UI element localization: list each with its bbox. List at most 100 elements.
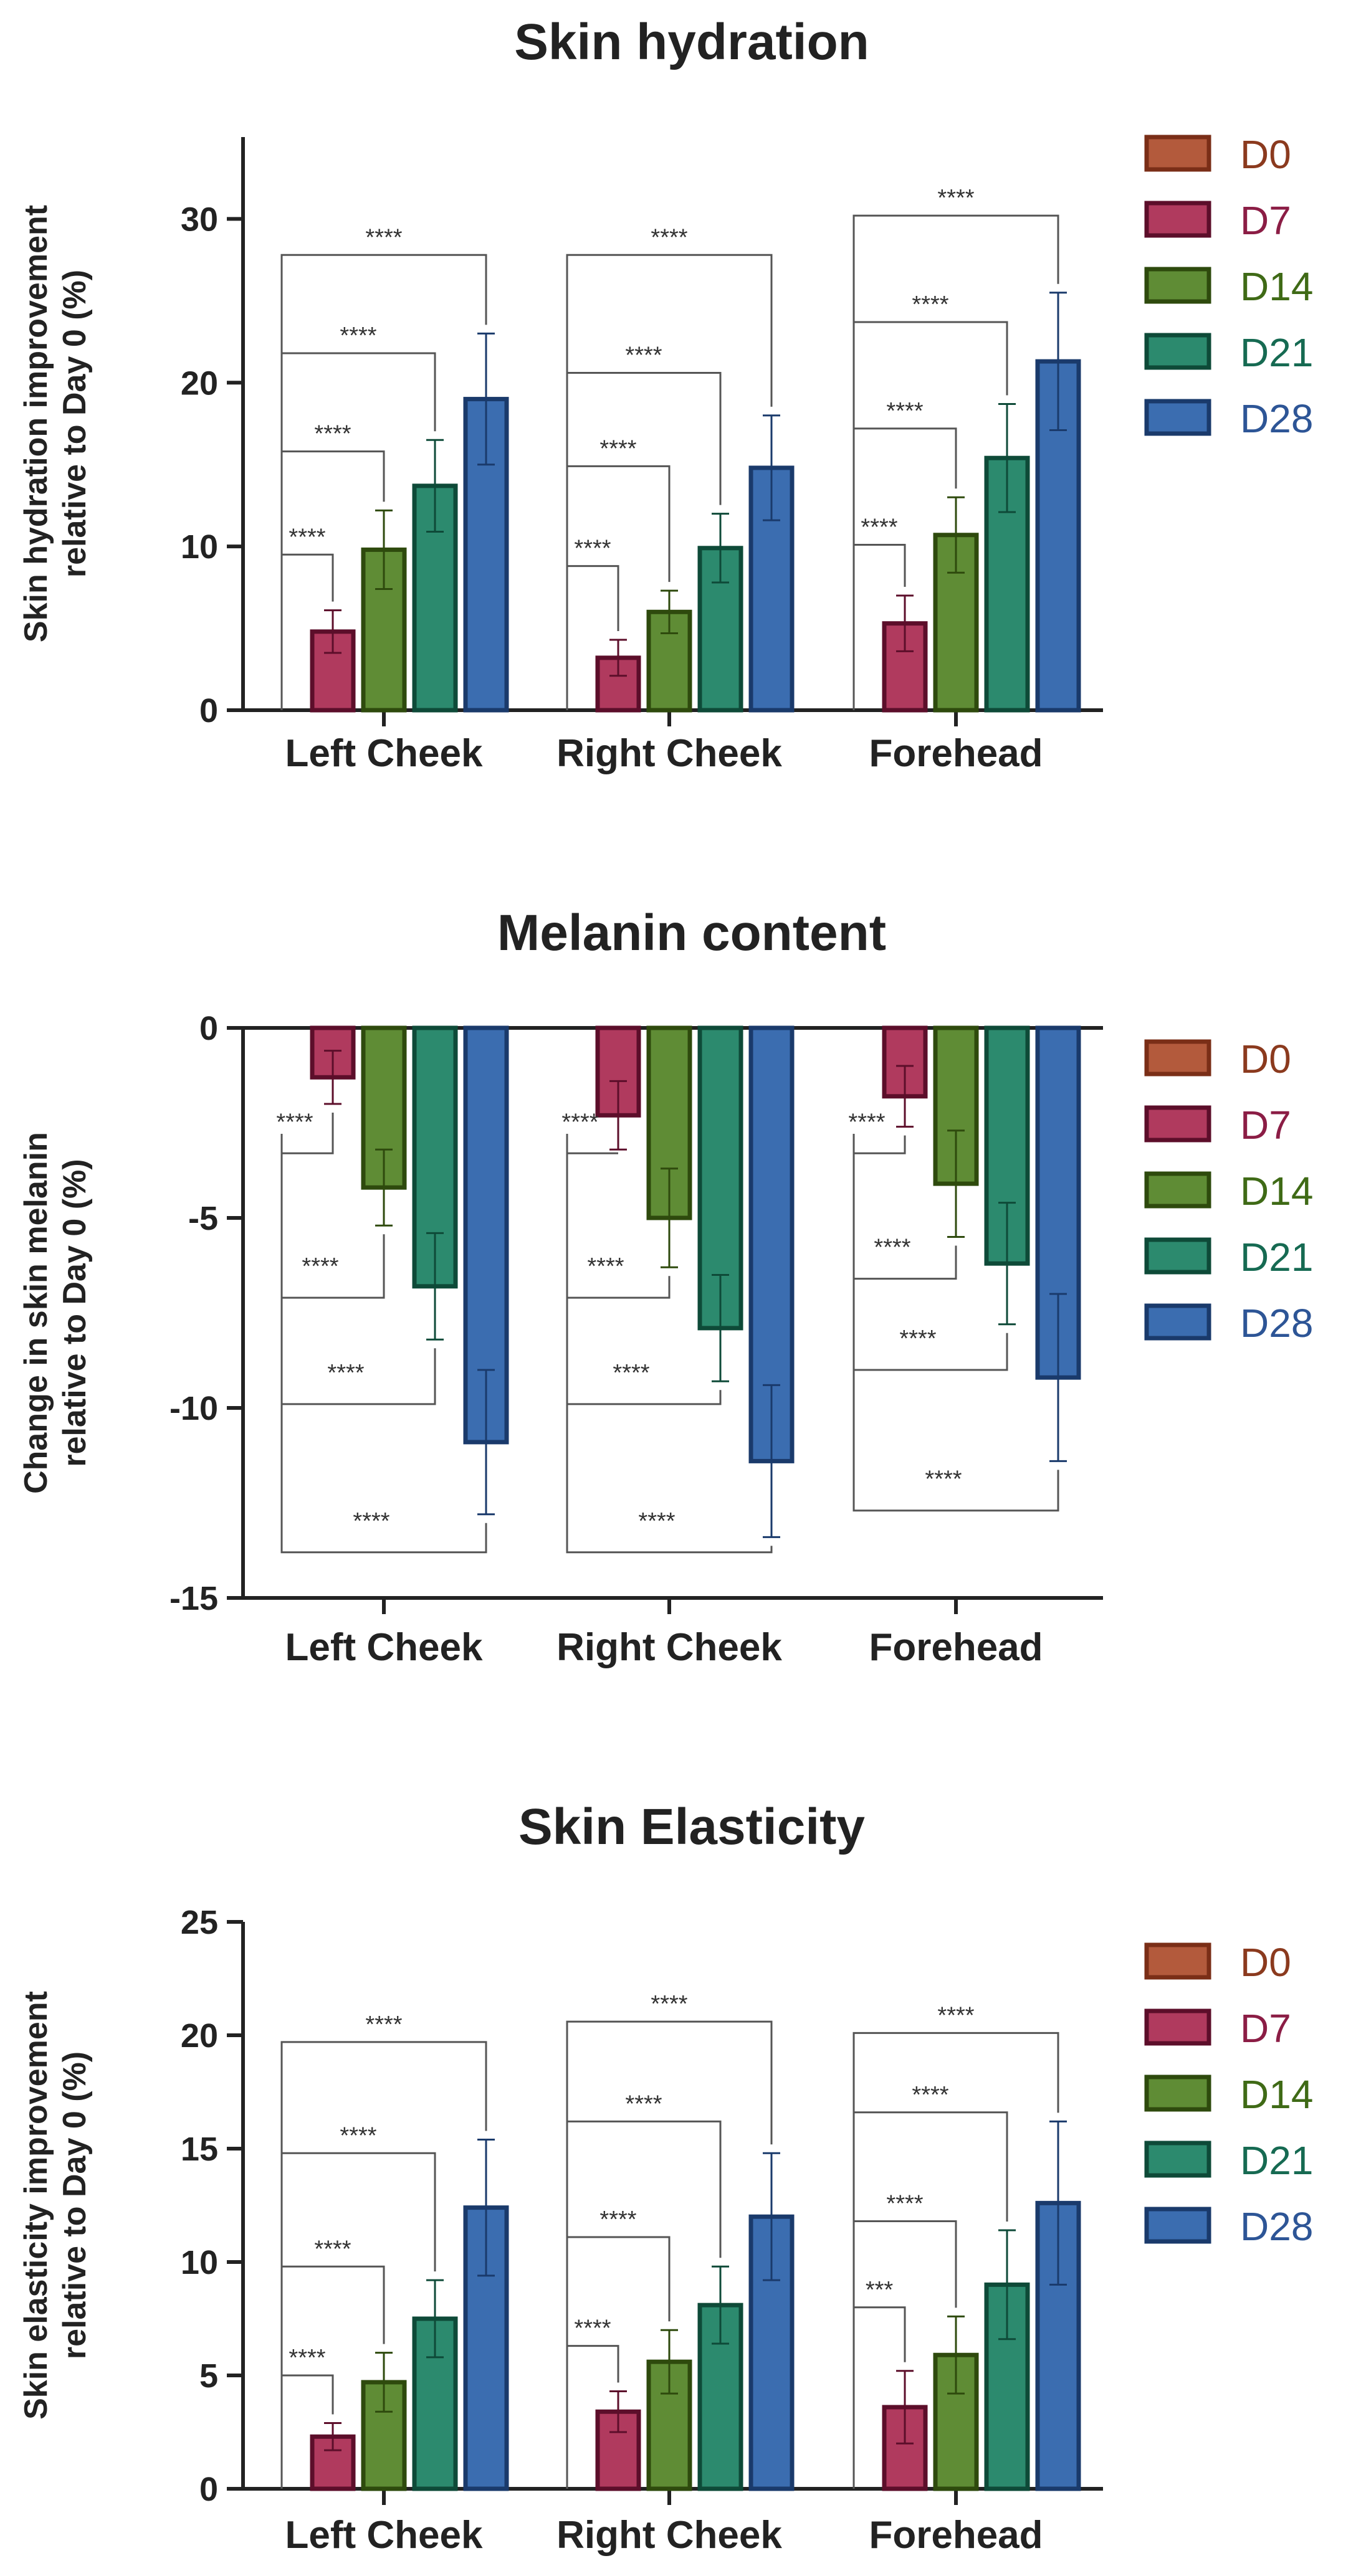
significance-label: **** bbox=[561, 1109, 598, 1135]
significance-label: **** bbox=[886, 398, 923, 424]
legend-label-d0: D0 bbox=[1240, 132, 1291, 177]
legend-label-d21: D21 bbox=[1240, 330, 1313, 375]
significance-label: **** bbox=[276, 1109, 313, 1135]
significance-label: **** bbox=[587, 1253, 624, 1280]
legend-swatch-d28 bbox=[1144, 399, 1211, 436]
significance-label: **** bbox=[625, 2091, 662, 2117]
significance-label: **** bbox=[912, 2082, 948, 2108]
y-axis-label-line: relative to Day 0 (%) bbox=[57, 2051, 93, 2359]
y-tick-label: -5 bbox=[188, 1200, 218, 1237]
significance-label: **** bbox=[302, 1253, 338, 1280]
y-tick-label: 15 bbox=[181, 2131, 218, 2168]
significance-bracket bbox=[280, 1134, 487, 1554]
legend-label-d7: D7 bbox=[1240, 1103, 1291, 1148]
significance-label: **** bbox=[314, 421, 351, 447]
y-axis-label-line: Change in skin melanin bbox=[18, 1132, 54, 1494]
chart-panel-1: Melanin content Change in skin melanin rel… bbox=[18, 905, 1313, 1669]
legend-label-d28: D28 bbox=[1240, 2204, 1313, 2249]
legend-swatch-d0 bbox=[1144, 1039, 1211, 1077]
y-tick-label: 5 bbox=[199, 2357, 218, 2395]
legend-label-d14: D14 bbox=[1240, 264, 1313, 309]
significance-bracket bbox=[852, 214, 1059, 710]
legend-swatch-d28 bbox=[1144, 2207, 1211, 2244]
significance-label: **** bbox=[365, 224, 402, 250]
significance-label: *** bbox=[866, 2277, 894, 2303]
legend-label-d0: D0 bbox=[1240, 1940, 1291, 1985]
x-category-label: Forehead bbox=[869, 2514, 1043, 2557]
x-category-label: Left Cheek bbox=[285, 732, 483, 775]
x-category-label: Right Cheek bbox=[556, 2514, 782, 2557]
chart-title: Melanin content bbox=[497, 905, 886, 961]
significance-label: **** bbox=[899, 1326, 936, 1352]
significance-label: **** bbox=[937, 185, 974, 211]
legend-swatch-d7 bbox=[1144, 2008, 1211, 2046]
significance-bracket bbox=[566, 2020, 773, 2489]
legend-label-d7: D7 bbox=[1240, 2006, 1291, 2051]
legend-swatch-d21 bbox=[1144, 2141, 1211, 2178]
significance-label: **** bbox=[365, 2012, 402, 2038]
x-category-label: Forehead bbox=[869, 732, 1043, 775]
significance-label: **** bbox=[651, 224, 687, 250]
significance-bracket bbox=[852, 1134, 1059, 1512]
significance-label: **** bbox=[340, 323, 376, 349]
significance-label: **** bbox=[886, 2190, 923, 2217]
significance-label: **** bbox=[638, 1508, 675, 1534]
y-axis-label-line: relative to Day 0 (%) bbox=[57, 270, 93, 577]
significance-label: **** bbox=[848, 1109, 885, 1135]
legend-label-d0: D0 bbox=[1240, 1037, 1291, 1081]
y-tick-label: -10 bbox=[170, 1390, 218, 1427]
legend-swatch-d7 bbox=[1144, 201, 1211, 238]
significance-label: **** bbox=[353, 1508, 389, 1534]
legend-swatch-d28 bbox=[1144, 1303, 1211, 1341]
significance-label: **** bbox=[937, 2002, 974, 2028]
y-tick-label: 0 bbox=[199, 2471, 218, 2508]
significance-label: **** bbox=[289, 2345, 325, 2371]
y-tick-label: 20 bbox=[181, 364, 218, 402]
significance-label: **** bbox=[327, 1360, 364, 1386]
legend-swatch-d21 bbox=[1144, 1237, 1211, 1275]
legend-label-d21: D21 bbox=[1240, 2138, 1313, 2183]
significance-label: **** bbox=[599, 435, 636, 462]
x-category-label: Forehead bbox=[869, 1626, 1043, 1669]
significance-bracket bbox=[852, 1134, 906, 1154]
legend-label-d7: D7 bbox=[1240, 198, 1291, 243]
x-category-label: Left Cheek bbox=[285, 2514, 483, 2557]
significance-label: **** bbox=[861, 515, 897, 541]
legend-swatch-d14 bbox=[1144, 2075, 1211, 2112]
y-tick-label: 10 bbox=[181, 2244, 218, 2281]
significance-label: **** bbox=[340, 2122, 376, 2149]
chart-title: Skin Elasticity bbox=[518, 1799, 865, 1855]
significance-label: **** bbox=[874, 1235, 910, 1261]
chart-panel-0: Skin hydration Skin hydration improvement… bbox=[18, 14, 1313, 775]
chart-title: Skin hydration bbox=[514, 14, 869, 70]
legend-label-d28: D28 bbox=[1240, 396, 1313, 441]
significance-label: **** bbox=[613, 1360, 649, 1386]
significance-label: **** bbox=[599, 2207, 636, 2233]
y-tick-label: 20 bbox=[181, 2017, 218, 2055]
significance-label: **** bbox=[651, 1991, 687, 2017]
significance-bracket bbox=[280, 254, 487, 710]
significance-bracket bbox=[566, 2120, 722, 2489]
significance-bracket bbox=[566, 254, 773, 710]
y-tick-label: 30 bbox=[181, 201, 218, 238]
y-tick-label: 0 bbox=[199, 692, 218, 730]
legend-swatch-d0 bbox=[1144, 1942, 1211, 1980]
significance-label: **** bbox=[574, 536, 611, 562]
significance-label: **** bbox=[625, 343, 662, 369]
y-tick-label: 10 bbox=[181, 528, 218, 566]
legend-swatch-d7 bbox=[1144, 1105, 1211, 1143]
significance-bracket bbox=[280, 2152, 436, 2489]
significance-label: **** bbox=[289, 524, 325, 550]
legend-swatch-d14 bbox=[1144, 267, 1211, 304]
legend-swatch-d0 bbox=[1144, 135, 1211, 172]
y-tick-label: -15 bbox=[170, 1580, 218, 1617]
legend-swatch-d14 bbox=[1144, 1171, 1211, 1209]
legend-label-d28: D28 bbox=[1240, 1301, 1313, 1346]
significance-label: **** bbox=[314, 2236, 351, 2262]
y-axis-label-line: Skin hydration improvement bbox=[18, 205, 54, 642]
legend-label-d14: D14 bbox=[1240, 2072, 1313, 2117]
y-axis-label-line: relative to Day 0 (%) bbox=[57, 1159, 93, 1466]
x-category-label: Left Cheek bbox=[285, 1626, 483, 1669]
y-tick-label: 25 bbox=[181, 1904, 218, 1941]
